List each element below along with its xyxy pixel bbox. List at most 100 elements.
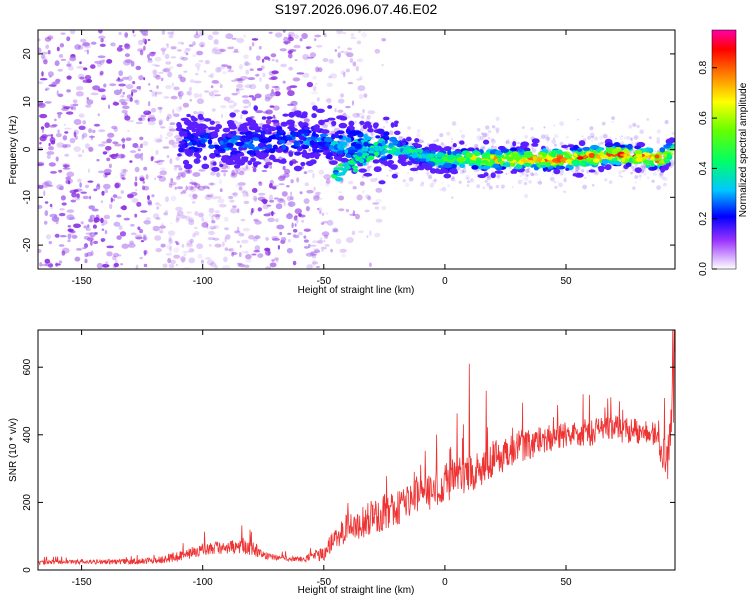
spectrogram-ridge-mark <box>253 105 258 111</box>
spectrogram-ridge-mark <box>518 148 523 153</box>
spectrogram-ridge-mark <box>491 163 500 169</box>
spectrogram-noise-mark <box>278 183 285 186</box>
spectrogram-noise-mark <box>370 178 378 183</box>
spectrogram-noise-mark <box>117 77 120 81</box>
spectrogram-noise-mark <box>275 32 283 38</box>
spectrogram-ridge-mark <box>480 159 489 164</box>
spectrogram-ridge-mark <box>604 164 612 171</box>
spectrogram-noise-mark <box>127 193 133 197</box>
spectrogram-noise-mark <box>216 66 222 72</box>
spectrogram-noise-mark <box>47 71 54 77</box>
spectrogram-noise-mark <box>303 246 310 249</box>
spectrogram-halo-mark <box>458 146 460 149</box>
spectrogram-ridge-mark <box>621 157 626 163</box>
spectrogram-ridge-mark <box>253 126 259 131</box>
spectrogram-noise-mark <box>251 188 258 193</box>
spectrogram-noise-mark <box>209 72 215 79</box>
spectrogram-noise-mark <box>236 240 240 244</box>
spectrogram-halo-mark <box>506 139 510 143</box>
spectrogram-noise-mark <box>189 238 194 244</box>
spectrogram-noise-mark <box>236 226 240 233</box>
spectrogram-halo-mark <box>622 169 625 173</box>
spectrogram-halo-mark <box>453 179 456 182</box>
spectrogram-noise-mark <box>188 87 193 92</box>
spectrogram-noise-mark <box>275 203 283 210</box>
spectrogram-noise-mark <box>195 31 198 35</box>
spectrogram-noise-mark <box>167 257 172 264</box>
spectrogram-noise-mark <box>158 71 164 74</box>
spectrogram-noise-mark <box>185 170 191 173</box>
spectrogram-noise-mark <box>147 121 156 126</box>
spectrogram-halo-mark <box>553 143 557 147</box>
spectrogram-noise-mark <box>158 204 162 207</box>
spectrogram-noise-mark <box>255 110 264 114</box>
spectrogram-noise-mark <box>190 178 193 183</box>
spectrogram-noise-mark <box>87 180 94 183</box>
spectrogram-ridge-mark <box>475 160 483 164</box>
spectrogram-noise-mark <box>150 156 154 162</box>
spectrogram-noise-mark <box>66 171 75 178</box>
spectrogram-noise-mark <box>135 146 142 149</box>
spectrogram-ridge-mark <box>405 136 412 142</box>
spectrogram-branch-mark <box>381 140 386 146</box>
colorbar-ticks: 0.00.20.40.60.8 <box>698 60 717 276</box>
spectrogram-noise-mark <box>79 61 82 65</box>
spectrogram-noise-mark <box>134 153 142 159</box>
spectrogram-ridge-mark <box>650 156 655 162</box>
spectrogram-noise-mark <box>58 244 65 247</box>
spectrogram-ridge-mark <box>523 162 532 167</box>
spectrogram-ridge-mark <box>288 151 294 157</box>
spectrogram-halo-mark <box>452 148 455 151</box>
spectrogram-halo-mark <box>421 140 425 143</box>
spectrogram-noise-mark <box>250 211 253 216</box>
spectrogram-ridge-mark <box>579 162 586 167</box>
spectrogram-noise-mark <box>163 96 170 99</box>
spectrogram-halo-mark <box>450 177 455 182</box>
spectrogram-noise-mark <box>287 201 296 208</box>
spectrogram-noise-mark <box>251 38 259 41</box>
spectrogram-noise-mark <box>213 213 221 218</box>
spectrogram-noise-mark <box>193 80 202 84</box>
spectrogram-ridge-mark <box>358 168 367 173</box>
spectrogram-noise-mark <box>89 195 92 200</box>
spectrogram-halo-mark <box>505 140 510 145</box>
spectrogram-branch-mark <box>374 151 379 157</box>
spectrogram-noise-mark <box>242 190 247 197</box>
spectrogram-noise-mark <box>44 101 52 104</box>
spectrogram-noise-mark <box>234 37 239 41</box>
spectrogram-noise-mark <box>154 160 161 163</box>
spectrogram-noise-mark <box>203 70 207 73</box>
spectrogram-noise-mark <box>79 76 85 80</box>
spectrogram-ridge-mark <box>600 154 608 159</box>
spectrogram-noise-mark <box>359 181 365 186</box>
spectrogram-noise-mark <box>350 37 357 40</box>
spectrogram-noise-mark <box>168 125 174 132</box>
spectrogram-noise-mark <box>248 234 255 240</box>
spectrogram-noise-mark <box>64 153 69 157</box>
spectrogram-ridge-mark <box>590 144 599 150</box>
spectrogram-noise-mark <box>281 191 288 197</box>
spectrogram-ridge-mark <box>241 127 249 133</box>
spectrogram-halo-mark <box>648 136 652 140</box>
spectrogram-noise-mark <box>211 80 219 84</box>
spectrogram-ridge-mark <box>647 160 654 166</box>
spectrogram-noise-mark <box>44 258 51 264</box>
spectrogram-noise-mark <box>268 31 273 34</box>
spectrogram-ridge-mark <box>555 165 561 169</box>
spectrogram-noise-mark <box>265 83 270 90</box>
spectrogram-noise-mark <box>254 235 261 240</box>
spectrogram-noise-mark <box>225 33 234 40</box>
spectrogram-noise-mark <box>72 99 78 104</box>
spectrogram-noise-mark <box>181 56 189 61</box>
spectrogram-noise-mark <box>90 64 96 69</box>
spectrogram-noise-mark <box>162 49 165 56</box>
spectrogram-noise-mark <box>132 81 136 85</box>
spectrogram-halo-mark <box>507 146 509 149</box>
spectrogram-noise-mark <box>282 80 286 84</box>
spectrogram-halo-mark <box>563 191 565 193</box>
spectrogram-noise-mark <box>217 198 225 204</box>
colorbar-tick-label: 0.4 <box>698 161 709 175</box>
spectrogram-ridge-mark <box>459 163 466 168</box>
spectrogram-noise-mark <box>272 114 276 119</box>
spectrogram-noise-mark <box>288 34 292 40</box>
